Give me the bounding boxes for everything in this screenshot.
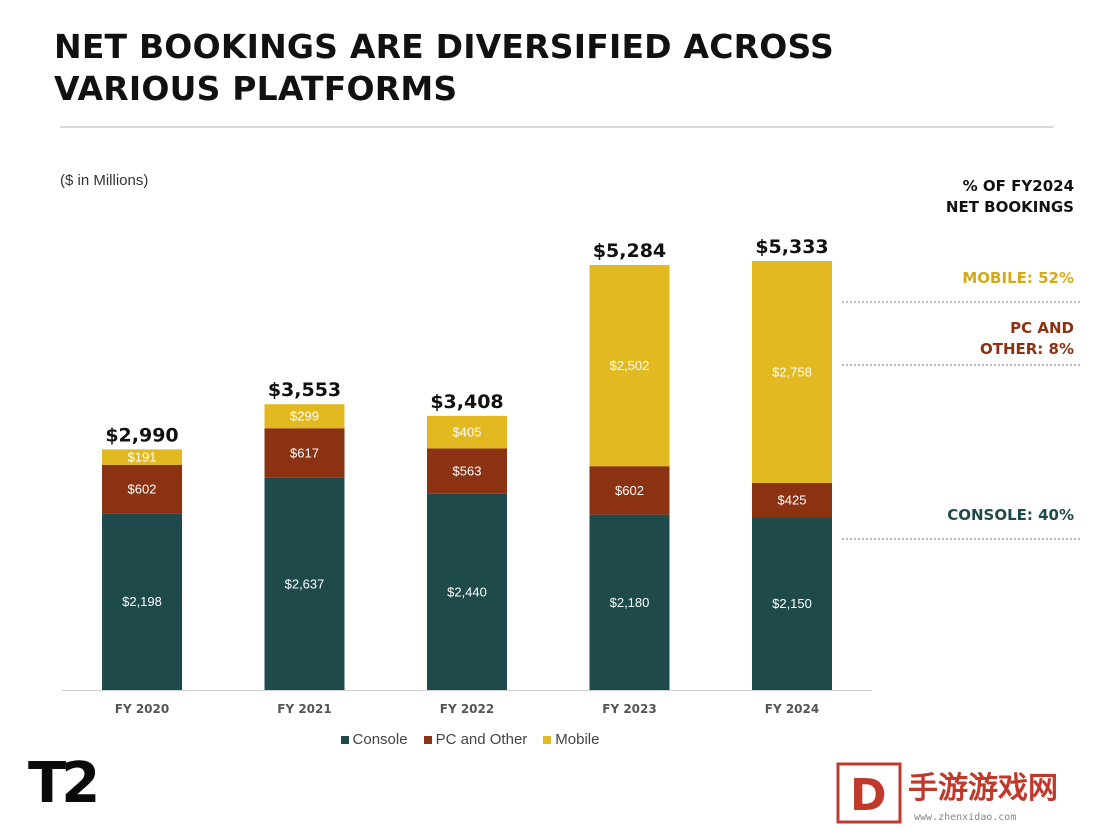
chart-title: NET BOOKINGS ARE DIVERSIFIED ACROSS VARI… bbox=[54, 26, 834, 110]
bar-segment-console bbox=[752, 517, 832, 690]
bar-segment-mobile bbox=[589, 264, 670, 467]
x-tick-label: FY 2024 bbox=[765, 702, 819, 716]
chart-legend: Console PC and Other Mobile bbox=[0, 731, 940, 748]
mobile-percent-label: MOBILE: 52% bbox=[962, 269, 1074, 287]
data-label-mobile: $405 bbox=[453, 425, 482, 440]
pc-other-percent-line-1: PC AND bbox=[1010, 319, 1074, 337]
chart-title-line-1: NET BOOKINGS ARE DIVERSIFIED ACROSS bbox=[54, 27, 834, 66]
data-label-pc-other: $617 bbox=[290, 446, 319, 461]
bar-segment-mobile bbox=[752, 261, 832, 483]
total-label: $2,990 bbox=[105, 424, 178, 446]
legend-swatch-console bbox=[340, 735, 349, 744]
legend-label-console: Console bbox=[352, 731, 408, 748]
data-label-mobile: $299 bbox=[290, 409, 319, 424]
bar-segment-pc-other bbox=[264, 428, 345, 478]
x-tick-label: FY 2022 bbox=[440, 702, 494, 716]
percent-header-line-2: NET BOOKINGS bbox=[945, 198, 1074, 216]
data-label-pc-other: $602 bbox=[615, 483, 644, 498]
data-label-console: $2,637 bbox=[285, 576, 325, 591]
total-label: $3,408 bbox=[430, 391, 503, 413]
pc-other-divider-dotted bbox=[842, 364, 1080, 366]
data-label-console: $2,198 bbox=[122, 594, 162, 609]
x-tick-label: FY 2021 bbox=[277, 702, 331, 716]
chart-title-line-2: VARIOUS PLATFORMS bbox=[54, 69, 458, 108]
data-label-console: $2,150 bbox=[772, 596, 812, 611]
data-label-mobile: $191 bbox=[128, 450, 157, 465]
percent-header: % OF FY2024 NET BOOKINGS bbox=[946, 176, 1074, 218]
legend-swatch-pc-other bbox=[423, 735, 432, 744]
console-divider-dotted bbox=[842, 538, 1080, 540]
mobile-divider-dotted bbox=[842, 301, 1080, 303]
bar-segment-console bbox=[264, 477, 345, 690]
x-tick-label: FY 2020 bbox=[115, 702, 169, 716]
bar-segment-console bbox=[102, 513, 182, 690]
data-label-mobile: $2,502 bbox=[610, 358, 650, 373]
total-label: $5,333 bbox=[755, 236, 828, 258]
bar-segment-mobile bbox=[427, 415, 507, 449]
legend-item-mobile: Mobile bbox=[543, 731, 599, 748]
watermark-d-glyph: D bbox=[850, 770, 887, 821]
total-label: $3,553 bbox=[268, 379, 341, 401]
data-label-console: $2,440 bbox=[447, 584, 487, 599]
bar-segment-pc-other bbox=[589, 466, 670, 515]
pc-other-percent-line-2: OTHER: 8% bbox=[979, 340, 1074, 358]
data-label-pc-other: $602 bbox=[128, 481, 157, 496]
legend-item-console: Console bbox=[340, 731, 408, 748]
watermark-frame bbox=[836, 762, 902, 824]
site-watermark: D 手游游戏网 www.zhenxidao.com bbox=[836, 762, 1058, 824]
legend-label-mobile: Mobile bbox=[555, 731, 600, 748]
legend-label-pc-other: PC and Other bbox=[435, 731, 528, 748]
legend-item-pc-other: PC and Other bbox=[423, 731, 528, 748]
bar-segment-mobile bbox=[264, 404, 345, 429]
legend-swatch-mobile bbox=[543, 735, 552, 744]
percent-header-line-1: % OF FY2024 bbox=[962, 177, 1074, 195]
pc-other-percent-label: PC AND OTHER: 8% bbox=[980, 318, 1074, 360]
watermark-url: www.zhenxidao.com bbox=[914, 812, 1016, 823]
bar-segment-mobile bbox=[102, 449, 182, 465]
data-label-console: $2,180 bbox=[610, 595, 650, 610]
bar-segment-console bbox=[589, 514, 670, 690]
watermark-text: 手游游戏网 bbox=[908, 771, 1058, 806]
data-label-pc-other: $563 bbox=[453, 464, 482, 479]
data-label-pc-other: $425 bbox=[778, 492, 807, 507]
units-note: ($ in Millions) bbox=[60, 172, 149, 189]
data-label-mobile: $2,758 bbox=[772, 364, 812, 379]
bar-segment-pc-other bbox=[752, 482, 832, 518]
console-percent-label: CONSOLE: 40% bbox=[947, 506, 1074, 524]
total-label: $5,284 bbox=[593, 240, 666, 262]
bar-segment-pc-other bbox=[427, 448, 507, 494]
title-divider bbox=[60, 126, 1054, 128]
x-tick-label: FY 2023 bbox=[602, 702, 656, 716]
t2-logo: T2 bbox=[28, 751, 100, 816]
bar-segment-pc-other bbox=[102, 464, 182, 514]
bar-segment-console bbox=[427, 493, 507, 690]
